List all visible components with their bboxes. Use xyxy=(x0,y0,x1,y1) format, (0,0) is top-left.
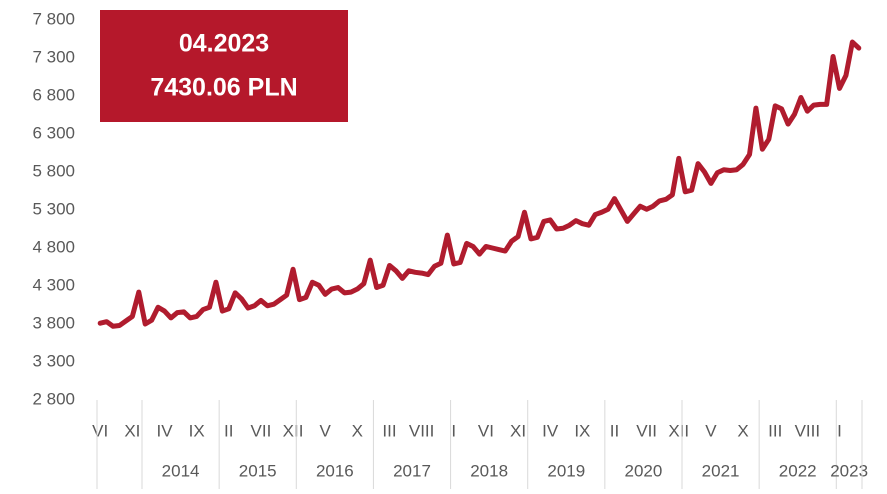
x-tick-label: VII xyxy=(636,421,657,440)
y-tick-label: 2 800 xyxy=(32,389,75,408)
x-tick-label: VII xyxy=(251,421,272,440)
year-label: 2020 xyxy=(625,461,663,480)
year-label: 2016 xyxy=(316,461,354,480)
x-tick-label: IX xyxy=(574,421,590,440)
x-tick-label: II xyxy=(224,421,233,440)
annotation-box xyxy=(100,10,348,122)
year-label: 2017 xyxy=(393,461,431,480)
year-label: 2014 xyxy=(162,461,200,480)
y-tick-label: 4 300 xyxy=(32,275,75,294)
x-tick-label: IX xyxy=(189,421,205,440)
x-tick-label: VI xyxy=(478,421,494,440)
x-tick-label: V xyxy=(320,421,332,440)
x-tick-label: VIII xyxy=(795,421,821,440)
year-label: 2023 xyxy=(830,461,868,480)
x-tick-label: IV xyxy=(156,421,173,440)
y-tick-label: 6 800 xyxy=(32,85,75,104)
y-tick-label: 7 800 xyxy=(32,9,75,28)
y-tick-label: 7 300 xyxy=(32,47,75,66)
x-tick-label: XII xyxy=(668,421,689,440)
year-label: 2019 xyxy=(547,461,585,480)
line-series xyxy=(97,39,862,329)
x-tick-label: II xyxy=(610,421,619,440)
x-tick-label: IV xyxy=(542,421,559,440)
y-tick-label: 4 800 xyxy=(32,237,75,256)
x-tick-label: I xyxy=(837,421,842,440)
y-tick-label: 3 800 xyxy=(32,313,75,332)
x-tick-label: X xyxy=(352,421,363,440)
x-tick-label: I xyxy=(451,421,456,440)
year-label: 2015 xyxy=(239,461,277,480)
y-tick-label: 6 300 xyxy=(32,123,75,142)
annotation-date: 04.2023 xyxy=(179,30,269,58)
year-label: 2021 xyxy=(702,461,740,480)
x-tick-label: VI xyxy=(92,421,108,440)
x-tick-label: VIII xyxy=(409,421,435,440)
x-tick-label: XII xyxy=(283,421,304,440)
x-tick-label: XI xyxy=(124,421,140,440)
y-tick-label: 5 800 xyxy=(32,161,75,180)
year-label: 2022 xyxy=(779,461,817,480)
x-tick-label: III xyxy=(768,421,782,440)
x-tick-label: X xyxy=(737,421,748,440)
x-tick-label: V xyxy=(705,421,717,440)
x-tick-label: XI xyxy=(510,421,526,440)
y-tick-label: 5 300 xyxy=(32,199,75,218)
x-tick-label: III xyxy=(382,421,396,440)
annotation-value: 7430.06 PLN xyxy=(150,74,297,102)
y-tick-label: 3 300 xyxy=(32,351,75,370)
year-label: 2018 xyxy=(470,461,508,480)
